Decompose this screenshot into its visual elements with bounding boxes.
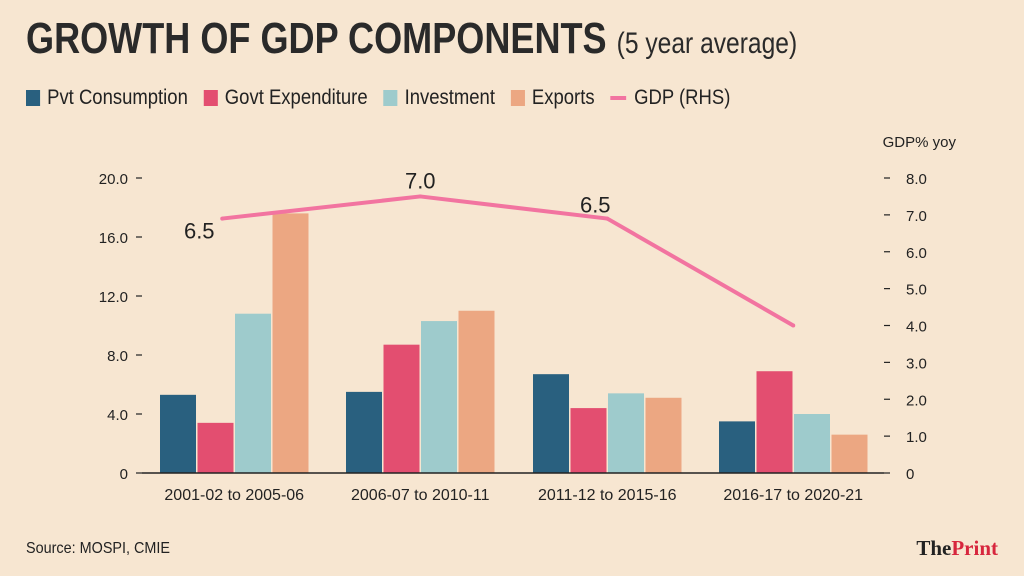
- bar-2-2: [608, 393, 644, 473]
- legend-item-gdp: GDP (RHS): [610, 86, 730, 110]
- y-tick-label-1: 4.0: [107, 407, 128, 424]
- legend-swatch-inv: [383, 90, 398, 106]
- gdp-data-label-2: 6.5: [580, 193, 611, 218]
- legend-label-inv: Investment: [404, 86, 495, 109]
- gdp-data-label-1: 7.0: [405, 168, 436, 193]
- gdp-data-label-0: 6.5: [184, 219, 215, 244]
- gdp-line: [222, 194, 795, 328]
- gdp-point-3: [791, 323, 796, 328]
- y2-tick-label-0: 0: [906, 466, 914, 483]
- bar-2-0: [235, 313, 271, 473]
- legend-swatch-govt: [203, 90, 218, 106]
- bar-0-3: [719, 421, 755, 473]
- bar-2-1: [421, 321, 457, 473]
- bar-1-0: [197, 422, 234, 473]
- chart-title: GROWTH OF GDP COMPONENTS (5 year average…: [26, 14, 797, 64]
- x-tick-label-1: 2006-07 to 2010-11: [351, 487, 490, 504]
- bar-1-2: [570, 408, 607, 473]
- brand-prefix: The: [916, 536, 952, 560]
- brand-logo: ThePrint: [916, 536, 998, 561]
- title-subtitle: (5 year average): [616, 27, 798, 60]
- x-tick-label-3: 2016-17 to 2020-21: [723, 487, 863, 504]
- bar-0-2: [533, 374, 569, 473]
- y2-tick-label-7: 7.0: [906, 208, 927, 225]
- y2-tick-label-6: 6.0: [906, 245, 927, 262]
- title-main: GROWTH OF GDP COMPONENTS: [26, 14, 607, 63]
- legend-item-exp: Exports: [510, 86, 595, 110]
- bar-0-0: [160, 394, 196, 473]
- y-tick-label-2: 8.0: [107, 348, 128, 365]
- legend-item-govt: Govt Expenditure: [203, 86, 368, 110]
- x-tick-label-2: 2011-12 to 2015-16: [538, 487, 677, 504]
- legend-item-pvt: Pvt Consumption: [26, 86, 188, 110]
- y-tick-label-3: 12.0: [99, 289, 128, 306]
- y2-tick-label-1: 1.0: [906, 429, 927, 446]
- y-tick-label-4: 16.0: [99, 230, 128, 247]
- bar-1-1: [383, 344, 420, 473]
- y2-tick-label-4: 4.0: [906, 319, 927, 336]
- gdp-point-0: [220, 216, 225, 221]
- x-tick-label-0: 2001-02 to 2005-06: [164, 487, 304, 504]
- legend-label-govt: Govt Expenditure: [224, 86, 368, 109]
- gdp-point-2: [605, 216, 610, 221]
- legend-label-exp: Exports: [531, 86, 595, 109]
- bar-3-0: [272, 213, 309, 473]
- y-tick-label-5: 20.0: [99, 171, 128, 188]
- source-note: Source: MOSPI, CMIE: [26, 540, 171, 557]
- y2-axis-title: GDP% yoy: [883, 134, 957, 151]
- y-tick-label-0: 0: [120, 466, 128, 483]
- bar-3-1: [458, 310, 495, 473]
- y2-tick-label-5: 5.0: [906, 282, 927, 299]
- legend-swatch-pvt: [26, 90, 41, 106]
- gdp-point-1: [418, 194, 423, 199]
- legend: Pvt Consumption Govt Expenditure Investm…: [26, 86, 746, 110]
- bar-1-3: [756, 371, 793, 473]
- y2-tick-label-3: 3.0: [906, 355, 927, 372]
- legend-swatch-gdp: [610, 96, 627, 100]
- bar-3-3: [831, 434, 868, 473]
- bar-0-1: [346, 391, 382, 473]
- legend-swatch-exp: [510, 90, 525, 106]
- legend-label-gdp: GDP (RHS): [634, 86, 731, 109]
- brand-suffix: Print: [951, 536, 998, 560]
- y2-tick-label-8: 8.0: [906, 171, 927, 188]
- y2-tick-label-2: 2.0: [906, 392, 927, 409]
- bar-2-3: [794, 414, 830, 473]
- legend-item-inv: Investment: [383, 86, 495, 110]
- legend-label-pvt: Pvt Consumption: [47, 86, 188, 109]
- bar-3-2: [645, 397, 682, 473]
